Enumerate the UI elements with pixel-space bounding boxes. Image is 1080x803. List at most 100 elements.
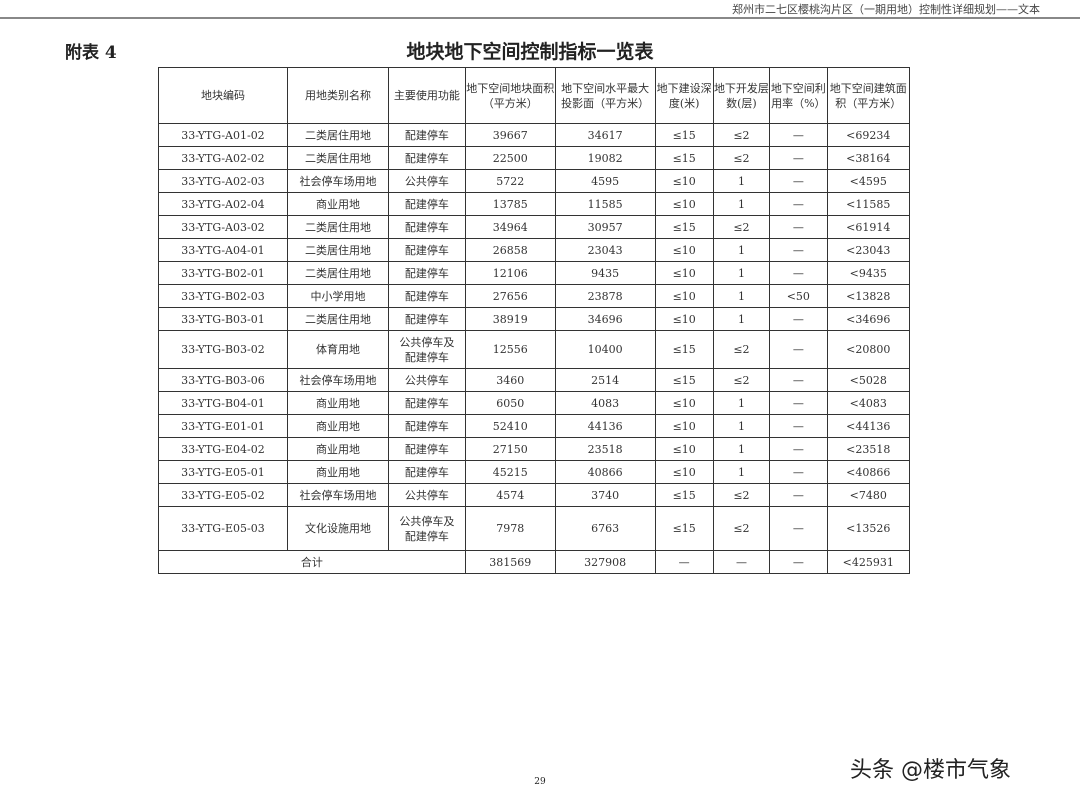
table-cell: ≤2 xyxy=(712,146,771,170)
table-row: 33-YTG-B03-01 二类居住用地 配建停车 38919 34696 ≤10 1— <3… xyxy=(158,307,911,331)
total-label: 合计 xyxy=(158,550,466,574)
table-cell: 33-YTG-E05-02 xyxy=(158,483,288,507)
total-cell: — xyxy=(654,550,714,574)
table-cell: — xyxy=(769,368,828,392)
table-cell: 39667 xyxy=(464,123,556,147)
table-cell: 34964 xyxy=(464,215,556,239)
table-cell: 33-YTG-A02-03 xyxy=(158,169,288,193)
total-cell: <425931 xyxy=(826,550,911,574)
table-cell: 二类居住用地 xyxy=(286,146,390,170)
table-cell: 11585 xyxy=(554,192,656,216)
column-header: 地下开发层数(层) xyxy=(712,67,771,124)
table-cell: 52410 xyxy=(464,414,556,438)
table-cell: 19082 xyxy=(554,146,656,170)
table-cell: — xyxy=(769,261,828,285)
table-cell: 配建停车 xyxy=(388,146,466,170)
table-cell: 26858 xyxy=(464,238,556,262)
table-cell: 二类居住用地 xyxy=(286,307,390,331)
table-row: 33-YTG-E04-02 商业用地 配建停车 27150 23518 ≤10 1— <235… xyxy=(158,437,911,461)
table-cell: 4083 xyxy=(554,391,656,415)
total-row: 合计 381569 327908— — — <425931 xyxy=(158,550,911,574)
table-cell: ≤2 xyxy=(712,483,771,507)
table-cell: ≤2 xyxy=(712,215,771,239)
page-title: 地块地下空间控制指标一览表 xyxy=(406,41,654,63)
table-cell: 33-YTG-B03-01 xyxy=(158,307,288,331)
table-cell: 商业用地 xyxy=(286,437,390,461)
table-cell: 二类居住用地 xyxy=(286,123,390,147)
table-cell: 22500 xyxy=(464,146,556,170)
column-header: 地下空间利用率（%） xyxy=(769,67,828,124)
table-cell: ≤10 xyxy=(654,284,714,308)
table-cell: ≤10 xyxy=(654,414,714,438)
table-cell: <7480 xyxy=(826,483,911,507)
table-row: 33-YTG-A02-03 社会停车场用地 公共停车 5722 4595 ≤10 1— <45… xyxy=(158,169,911,193)
table-cell: 配建停车 xyxy=(388,261,466,285)
table-cell: 10400 xyxy=(554,330,656,369)
column-header: 地块编码 xyxy=(158,67,288,124)
table-cell: 商业用地 xyxy=(286,391,390,415)
table-cell: ≤2 xyxy=(712,506,771,551)
table-cell: 33-YTG-A01-02 xyxy=(158,123,288,147)
table-cell: 社会停车场用地 xyxy=(286,169,390,193)
table-cell: <40866 xyxy=(826,460,911,484)
column-header: 地下建设深度(米) xyxy=(654,67,714,124)
table-cell: ≤10 xyxy=(654,169,714,193)
table-cell: 配建停车 xyxy=(388,460,466,484)
table-cell: ≤15 xyxy=(654,483,714,507)
table-cell: 33-YTG-B04-01 xyxy=(158,391,288,415)
table-row: 33-YTG-E05-02 社会停车场用地 公共停车 4574 3740 ≤15 ≤2— <7… xyxy=(158,483,911,507)
table-cell: ≤15 xyxy=(654,123,714,147)
table-cell: <11585 xyxy=(826,192,911,216)
appendix-label: 附表 4 xyxy=(65,43,117,63)
table-cell: — xyxy=(769,391,828,415)
table-cell: 33-YTG-B03-02 xyxy=(158,330,288,369)
table-cell: <9435 xyxy=(826,261,911,285)
table-cell: 3460 xyxy=(464,368,556,392)
table-row: 33-YTG-B03-06 社会停车场用地 公共停车 3460 2514 ≤15 ≤2— <5… xyxy=(158,368,911,392)
table-cell: 4574 xyxy=(464,483,556,507)
table-cell: 配建停车 xyxy=(388,238,466,262)
table-cell: 7978 xyxy=(464,506,556,551)
table-cell: 33-YTG-A03-02 xyxy=(158,215,288,239)
table-cell: 23043 xyxy=(554,238,656,262)
table-row: 33-YTG-B02-01 二类居住用地 配建停车 12106 9435 ≤10 1— <94… xyxy=(158,261,911,285)
table-cell: 二类居住用地 xyxy=(286,238,390,262)
table-cell: — xyxy=(769,238,828,262)
table-cell: 33-YTG-E05-03 xyxy=(158,506,288,551)
table-cell: <4083 xyxy=(826,391,911,415)
table-cell: — xyxy=(769,146,828,170)
column-header: 地下空间水平最大投影面（平方米） xyxy=(554,67,656,124)
table-cell: 34617 xyxy=(554,123,656,147)
table-cell: <23043 xyxy=(826,238,911,262)
table-row: 33-YTG-E01-01 商业用地 配建停车 52410 44136 ≤10 1— <441… xyxy=(158,414,911,438)
table-header-row: 地块编码 用地类别名称 主要使用功能 地下空间地块面积（平方米） 地下空间水平最大投影面… xyxy=(158,67,911,124)
table-row: 33-YTG-A04-01 二类居住用地 配建停车 26858 23043 ≤10 1— <2… xyxy=(158,238,911,262)
table-cell: 1 xyxy=(712,307,771,331)
table-cell: 配建停车 xyxy=(388,284,466,308)
table-cell: ≤15 xyxy=(654,330,714,369)
table-row: 33-YTG-B04-01 商业用地 配建停车 6050 4083 ≤10 1— <4083 xyxy=(158,391,911,415)
table-cell: 9435 xyxy=(554,261,656,285)
table-cell: — xyxy=(769,506,828,551)
table-cell: <13828 xyxy=(826,284,911,308)
table-cell: — xyxy=(769,307,828,331)
table-row: 33-YTG-A02-04 商业用地 配建停车 13785 11585 ≤10 1— <115… xyxy=(158,192,911,216)
table-cell: ≤15 xyxy=(654,215,714,239)
table-cell: — xyxy=(769,330,828,369)
table-cell: 配建停车 xyxy=(388,123,466,147)
table-cell: 27656 xyxy=(464,284,556,308)
page-number: 29 xyxy=(534,777,546,787)
table-cell: 33-YTG-B02-03 xyxy=(158,284,288,308)
column-header: 用地类别名称 xyxy=(286,67,390,124)
table-cell: 1 xyxy=(712,169,771,193)
table-cell: 4595 xyxy=(554,169,656,193)
table-cell: 公共停车 xyxy=(388,483,466,507)
table-cell: ≤10 xyxy=(654,261,714,285)
table-cell: 1 xyxy=(712,261,771,285)
table-cell: <34696 xyxy=(826,307,911,331)
table-cell: 公共停车 xyxy=(388,368,466,392)
table-cell: 1 xyxy=(712,414,771,438)
table-cell: — xyxy=(769,460,828,484)
table-cell: 33-YTG-E01-01 xyxy=(158,414,288,438)
table-cell: ≤15 xyxy=(654,368,714,392)
